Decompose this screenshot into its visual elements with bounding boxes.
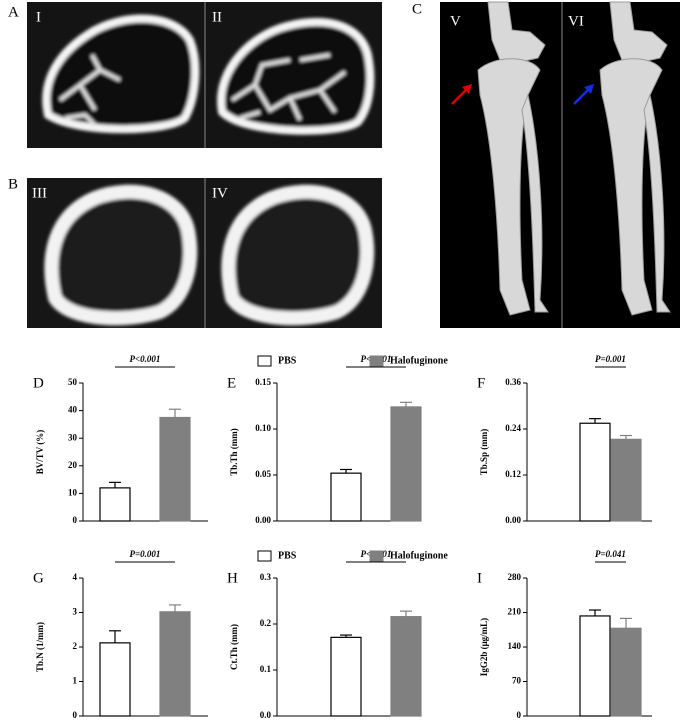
panel-label: G [33, 570, 44, 586]
panel-label: F [477, 375, 485, 391]
panel-label: A [8, 4, 19, 20]
ct-panel-a: A I II [8, 2, 382, 148]
bar [99, 487, 131, 522]
y-axis-label: Tb.Th (mm) [229, 428, 239, 476]
y-axis-label: IgG2b (μg/mL) [479, 618, 489, 676]
panel-label: B [8, 176, 18, 192]
y-tick-label: 280 [508, 572, 522, 582]
bar [99, 642, 131, 717]
y-tick-label: 20 [68, 460, 78, 470]
y-tick-label: 0.24 [505, 423, 521, 433]
legend-label: Halofuginone [390, 355, 448, 366]
y-tick-label: 2 [73, 641, 78, 651]
view-label: II [212, 9, 222, 25]
bar [330, 472, 362, 522]
legend-swatch [369, 355, 384, 367]
y-tick-label: 0.36 [505, 377, 521, 387]
panel-label: I [477, 570, 482, 586]
y-tick-label: 0 [73, 515, 78, 525]
y-tick-label: 0.05 [255, 469, 271, 479]
y-tick-label: 0.10 [255, 423, 271, 433]
y-axis-label: Ct.Th (mm) [229, 624, 239, 670]
y-tick-label: 0.00 [255, 515, 271, 525]
panel-label: D [33, 375, 44, 391]
y-axis-label: BV/TV (%) [35, 430, 45, 475]
panel-label: H [227, 570, 238, 586]
y-tick-label: 30 [68, 432, 78, 442]
y-tick-label: 50 [68, 377, 78, 387]
panel-label: E [227, 375, 236, 391]
view-label: III [32, 185, 47, 201]
y-axis-label: Tb.Sp (mm) [479, 429, 489, 476]
annotation: P=0.001 [595, 354, 626, 364]
y-tick-label: 0.12 [505, 469, 521, 479]
y-tick-label: 70 [512, 676, 522, 686]
bar [610, 438, 642, 522]
bar [159, 416, 191, 522]
bar [159, 611, 191, 717]
legend-swatch [369, 550, 384, 562]
view-label: V [450, 13, 461, 29]
legend-swatch [257, 355, 272, 367]
y-tick-label: 4 [73, 572, 78, 582]
y-tick-label: 0.3 [260, 572, 272, 582]
view-label: VI [568, 13, 584, 29]
annotation: P<0.001 [130, 354, 161, 364]
view-label: I [36, 9, 41, 25]
y-tick-label: 0.15 [255, 377, 271, 387]
y-tick-label: 0 [73, 710, 78, 720]
legend-label: PBS [278, 550, 297, 561]
legend-label: Halofuginone [390, 550, 448, 561]
y-tick-label: 3 [73, 607, 78, 617]
bar [610, 627, 642, 717]
annotation: P=0.041 [595, 549, 626, 559]
y-tick-label: 1 [73, 676, 78, 686]
y-axis-label: Tb.N (1/mm) [35, 622, 45, 672]
y-tick-label: 10 [68, 487, 78, 497]
y-tick-label: 0.0 [260, 710, 272, 720]
annotation: P=0.001 [130, 549, 161, 559]
bar [330, 636, 362, 717]
panel-label: C [412, 1, 422, 17]
y-tick-label: 140 [508, 641, 522, 651]
ct-panel-c: C V VI [412, 1, 680, 328]
bar [579, 615, 611, 717]
ct-panel-b: B III IV [8, 176, 382, 328]
bar [579, 422, 611, 522]
y-tick-label: 210 [508, 607, 522, 617]
legend-label: PBS [278, 355, 297, 366]
y-tick-label: 0 [517, 710, 522, 720]
legend-swatch [257, 550, 272, 562]
y-tick-label: 0.2 [260, 618, 272, 628]
y-tick-label: 0.00 [505, 515, 521, 525]
y-tick-label: 40 [68, 405, 78, 415]
bar [390, 406, 422, 522]
bar [390, 616, 422, 717]
y-tick-label: 0.1 [260, 664, 272, 674]
view-label: IV [212, 185, 228, 201]
